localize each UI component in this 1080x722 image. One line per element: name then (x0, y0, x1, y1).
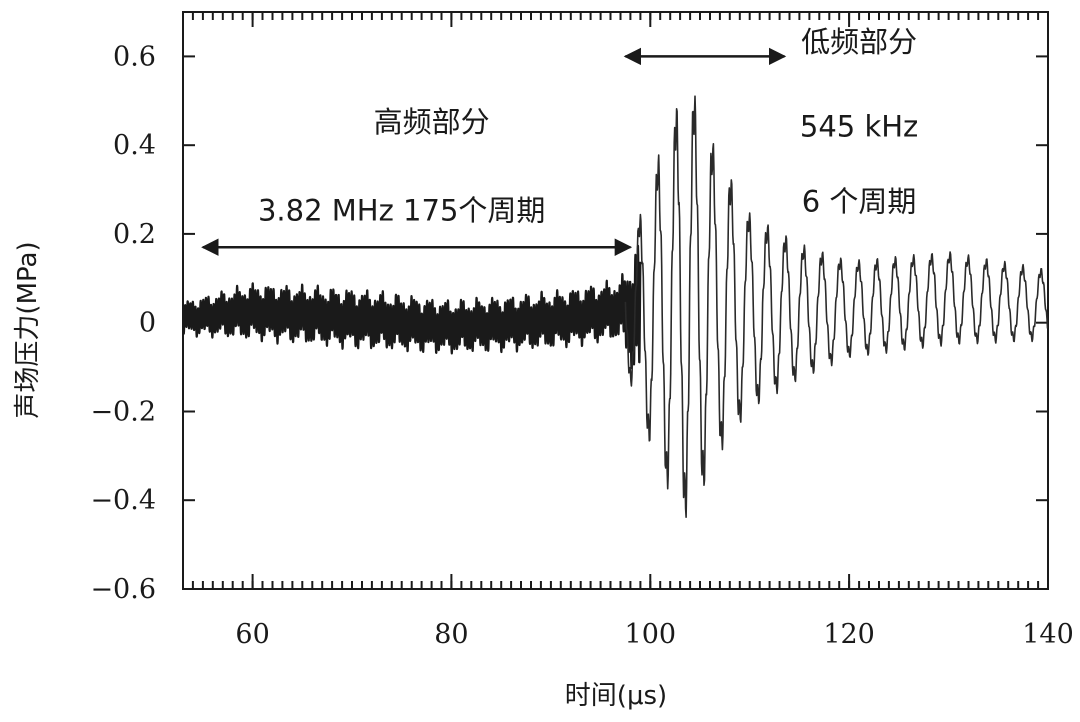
x-axis-label: 时间(μs) (565, 681, 667, 711)
signal-high-frequency (183, 244, 642, 370)
annotation-label: 6 个周期 (802, 185, 917, 219)
x-tick-label: 80 (434, 619, 468, 650)
y-tick-label: −0.6 (90, 574, 156, 605)
y-ticks (183, 55, 1048, 590)
x-tick-labels: 60 80 100 120 140 (235, 619, 1073, 650)
y-tick-label: 0 (139, 308, 156, 339)
annotation-label: 低频部分 (801, 25, 917, 59)
annotation-label: 3.82 MHz 175个周期 (258, 194, 545, 228)
y-axis-label: 声场压力(MPa) (13, 241, 43, 418)
annotation-label: 545 kHz (800, 109, 918, 143)
annotation-label: 高频部分 (374, 105, 490, 139)
y-tick-labels: 0.6 0.4 0.2 0 −0.2 −0.4 −0.6 (90, 41, 156, 605)
signal-series (183, 95, 1048, 518)
x-major-ticks (251, 12, 1049, 589)
x-tick-label: 140 (1022, 619, 1074, 650)
text-annotations: 高频部分 3.82 MHz 175个周期 低频部分 545 kHz 6 个周期 (258, 25, 918, 228)
arrow-annotations (201, 47, 787, 256)
y-tick-label: −0.2 (90, 397, 156, 428)
y-tick-label: 0.4 (113, 130, 156, 161)
x-tick-label: 60 (235, 619, 269, 650)
x-minor-ticks (182, 12, 1049, 589)
x-tick-label: 100 (625, 619, 677, 650)
x-tick-label: 120 (823, 619, 875, 650)
signal-low-frequency (624, 95, 1048, 518)
y-tick-label: 0.6 (113, 41, 156, 72)
y-tick-label: −0.4 (90, 485, 156, 516)
y-tick-label: 0.2 (113, 219, 156, 250)
plot-frame (182, 11, 1049, 590)
